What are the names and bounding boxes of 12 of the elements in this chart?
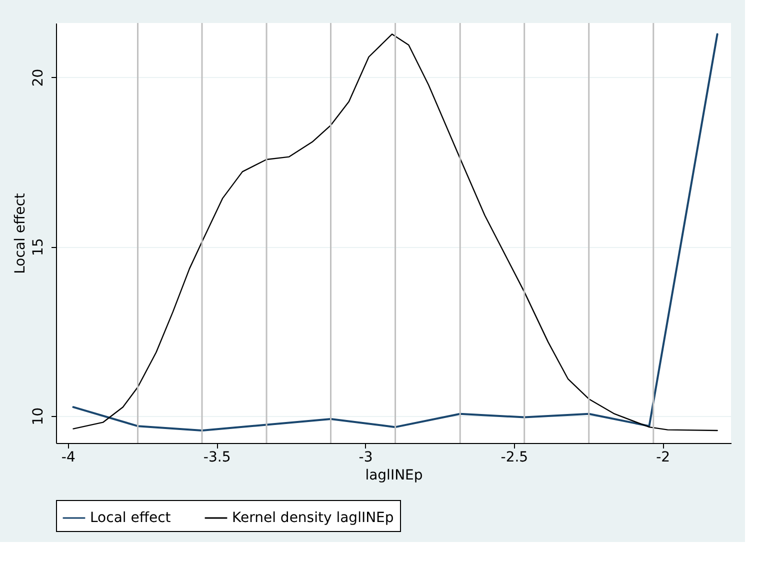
x-tick-label: -2 (656, 450, 670, 466)
x-tick-label: -3.5 (203, 450, 231, 466)
y-axis-title: Local effect (12, 192, 28, 274)
x-axis-title: laglINEp (365, 468, 423, 484)
legend-label: Kernel density laglINEp (232, 510, 394, 526)
x-tick-label: -2.5 (500, 450, 528, 466)
x-tick-label: -3 (358, 450, 373, 466)
x-tick-label: -4 (61, 450, 76, 466)
y-tick-label: 10 (30, 407, 46, 426)
legend-label: Local effect (90, 510, 172, 526)
y-tick-label: 15 (30, 238, 46, 256)
y-tick-label: 20 (30, 68, 46, 87)
